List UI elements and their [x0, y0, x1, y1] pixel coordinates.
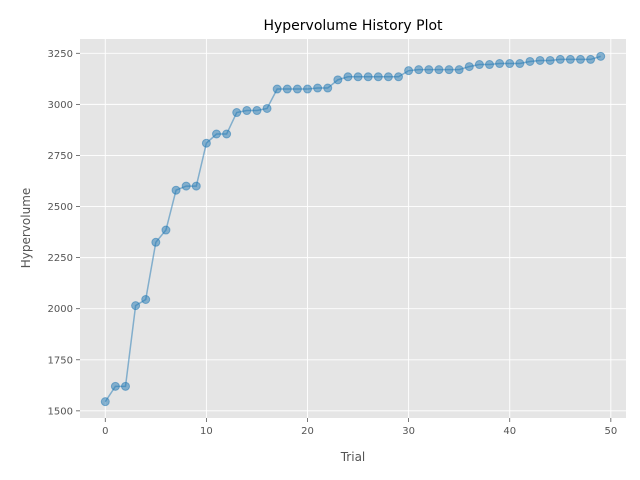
data-point	[303, 84, 312, 94]
data-point	[576, 54, 585, 64]
series-hypervolume	[100, 51, 606, 407]
data-point	[131, 301, 141, 311]
data-point	[414, 65, 424, 75]
data-point	[515, 59, 525, 69]
data-point	[505, 59, 515, 69]
data-point	[596, 51, 606, 61]
x-tick-label: 50	[604, 426, 617, 437]
y-tick-label: 1500	[48, 406, 73, 417]
data-point	[313, 83, 323, 93]
data-point	[343, 72, 353, 82]
data-point	[222, 129, 232, 139]
data-point	[232, 108, 242, 118]
data-point	[171, 185, 181, 195]
y-tick-label: 2000	[48, 304, 73, 315]
grid-lines	[80, 39, 626, 418]
data-point	[565, 54, 575, 64]
data-point	[100, 397, 110, 407]
data-point	[282, 84, 292, 94]
data-point	[323, 83, 333, 93]
data-point	[212, 129, 221, 139]
y-tick-label: 2250	[48, 253, 73, 264]
data-point	[252, 106, 262, 116]
data-point	[353, 72, 363, 82]
data-point	[201, 138, 211, 148]
data-point	[242, 106, 252, 116]
data-point	[586, 54, 596, 64]
data-point	[151, 237, 161, 247]
x-tick-label: 40	[503, 426, 516, 437]
plot-area-background	[80, 39, 626, 418]
y-tick-label: 1750	[48, 355, 73, 366]
data-point	[545, 55, 555, 65]
data-point	[383, 72, 393, 82]
tick-labels: 1500 1750 2000 2250 2500 2750 3000 3250 0 10 20 30 4…	[48, 49, 618, 437]
data-point	[191, 181, 201, 191]
data-point	[363, 72, 373, 82]
y-tick-label: 2750	[48, 151, 73, 162]
x-tick-label: 20	[301, 426, 314, 437]
data-point	[474, 60, 484, 70]
data-point	[464, 62, 474, 72]
data-point	[555, 54, 565, 64]
data-point	[272, 84, 282, 94]
y-tick-label: 2500	[48, 202, 73, 213]
y-axis-label: Hypervolume	[19, 188, 33, 269]
data-point	[141, 294, 151, 304]
x-axis-label: Trial	[340, 450, 366, 464]
data-point	[394, 72, 403, 82]
data-point	[121, 381, 130, 391]
data-point	[373, 72, 383, 82]
x-tick-label: 30	[402, 426, 415, 437]
data-point	[535, 55, 545, 65]
data-point	[525, 56, 535, 66]
data-point	[404, 66, 414, 76]
data-point	[292, 84, 302, 94]
data-point	[262, 103, 272, 113]
x-tick-label: 0	[102, 426, 108, 437]
x-tick-label: 10	[200, 426, 213, 437]
y-tick-label: 3000	[48, 100, 73, 111]
data-point	[333, 75, 343, 85]
data-point	[444, 65, 454, 75]
chart-title: Hypervolume History Plot	[263, 18, 443, 34]
data-point	[181, 181, 191, 191]
data-point	[434, 65, 444, 75]
y-tick-label: 3250	[48, 49, 73, 60]
data-point	[424, 65, 434, 75]
data-point	[454, 65, 464, 75]
data-point	[485, 60, 494, 70]
data-point	[161, 225, 171, 235]
data-point	[110, 381, 120, 391]
data-point	[495, 59, 505, 69]
